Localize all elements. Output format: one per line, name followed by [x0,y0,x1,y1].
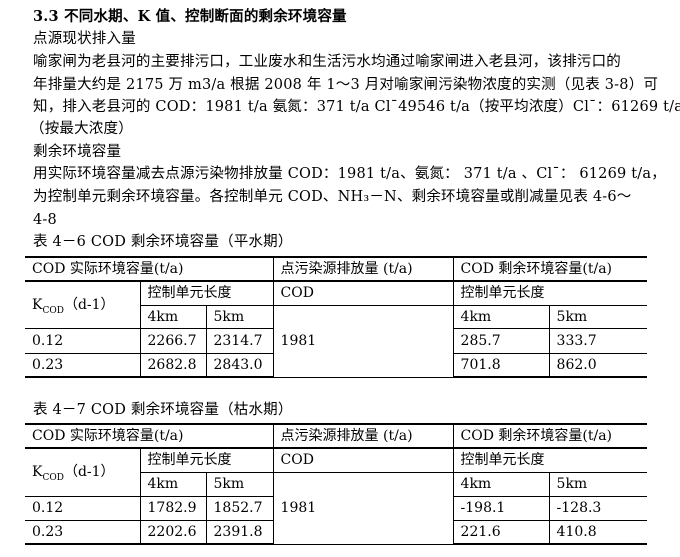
actual-5km: 2843.0 [205,352,274,378]
section-title: 3.3 不同水期、K 值、控制断面的剩余环境容量 [33,8,347,25]
control-length-label: 控制单元长度 [452,280,648,306]
remaining-4km: 285.7 [452,327,550,354]
paragraph-line: （按最大浓度） [30,121,133,137]
remaining-5km: 333.7 [548,327,648,354]
table-4-7: COD 实际环境容量(t/a) 点污染源排放量 (t/a) COD 剩余环境容量… [25,423,648,545]
k-value: 0.23 [25,352,141,378]
control-length-label: 控制单元长度 [452,447,648,473]
k-value: 0.23 [25,519,141,545]
subheading-remaining-capacity: 剩余环境容量 [33,144,122,160]
paragraph-line: 喻家闸为老县河的主要排污口，工业废水和生活污水均通过喻家闸进入老县河，该排污口的 [33,54,621,70]
paragraph-line: 用实际环境容量减去点源污染物排放量 COD：1981 t/a、氨氮： 371 t… [33,166,666,182]
table-row: 0.23 2682.8 2843.0 701.8 862.0 [25,352,648,378]
k-value: 0.12 [25,495,141,521]
paragraph-line: 知，排入老县河的 COD：1981 t/a 氨氮：371 t/a Cl¯4954… [33,99,680,115]
actual-5km: 1852.7 [205,495,274,521]
remaining-4km: 701.8 [452,352,550,378]
remaining-5km: -128.3 [548,495,648,521]
table-row: 0.12 1782.9 1852.7 -198.1 -128.3 [25,495,648,521]
subheading-point-source: 点源现状排入量 [33,31,136,47]
k-cod-label: KCOD（d-1） [25,280,141,329]
actual-4km: 1782.9 [139,495,207,521]
paragraph-line: 4-8 [33,212,57,228]
table-caption: 表 4－7 COD 剩余环境容量（枯水期） [33,402,293,418]
table-row: 0.23 2202.6 2391.8 221.6 410.8 [25,519,648,545]
header-actual-capacity: COD 实际环境容量(t/a) [25,423,274,449]
paragraph-line: 为控制单元剩余环境容量。各控制单元 COD、NH₃－N、剩余环境容量或削减量见表… [33,189,632,205]
remaining-4km: -198.1 [452,495,550,521]
control-length-label: 控制单元长度 [139,447,274,473]
cod-label: COD [272,280,454,306]
actual-5km: 2391.8 [205,519,274,545]
length-4km: 4km [452,304,550,329]
header-remaining-capacity: COD 剩余环境容量(t/a) [452,423,648,449]
remaining-4km: 221.6 [452,519,550,545]
cod-label: COD [272,447,454,473]
header-remaining-capacity: COD 剩余环境容量(t/a) [452,256,648,282]
header-emission: 点污染源排放量 (t/a) [272,256,454,282]
actual-4km: 2266.7 [139,327,207,354]
actual-4km: 2682.8 [139,352,207,378]
k-value: 0.12 [25,327,141,354]
remaining-5km: 410.8 [548,519,648,545]
emission-value: 1981 [272,304,454,378]
actual-5km: 2314.7 [205,327,274,354]
control-length-label: 控制单元长度 [139,280,274,306]
table-caption: 表 4－6 COD 剩余环境容量（平水期） [33,234,293,250]
remaining-5km: 862.0 [548,352,648,378]
k-cod-label: KCOD（d-1） [25,447,141,497]
length-4km: 4km [452,471,550,497]
paragraph-line: 年排量大约是 2175 万 m3/a 根据 2008 年 1～3 月对喻家闸污染… [33,77,659,93]
header-actual-capacity: COD 实际环境容量(t/a) [25,256,274,282]
actual-4km: 2202.6 [139,519,207,545]
length-5km: 5km [205,471,274,497]
emission-value: 1981 [272,471,454,545]
length-4km: 4km [139,304,207,329]
table-4-6: COD 实际环境容量(t/a) 点污染源排放量 (t/a) COD 剩余环境容量… [25,256,648,378]
length-4km: 4km [139,471,207,497]
length-5km: 5km [548,471,648,497]
length-5km: 5km [548,304,648,329]
header-emission: 点污染源排放量 (t/a) [272,423,454,449]
length-5km: 5km [205,304,274,329]
